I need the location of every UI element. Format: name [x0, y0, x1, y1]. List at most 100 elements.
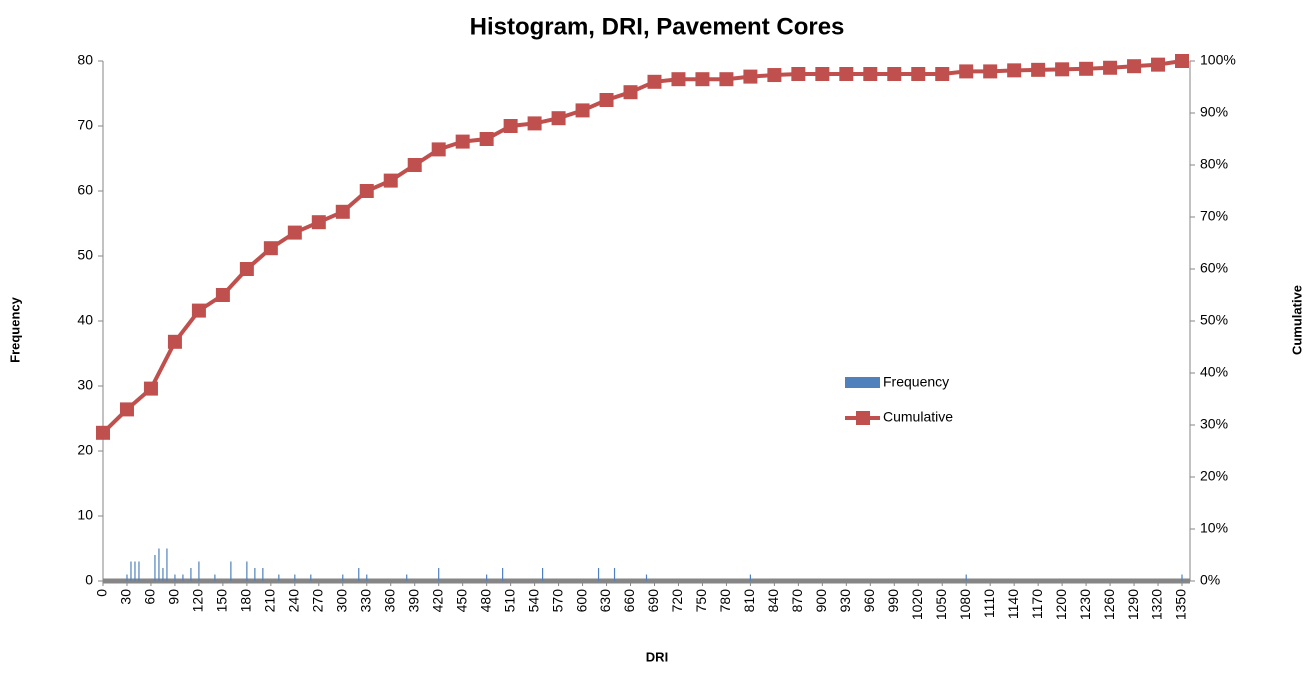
x-tick-label: 240 [286, 589, 302, 613]
x-tick-label: 570 [549, 589, 565, 613]
marker [983, 64, 998, 79]
x-tick-label: 1050 [933, 589, 949, 620]
bar [438, 568, 440, 581]
marker [407, 158, 422, 172]
y2-tick-label: 70% [1200, 208, 1228, 224]
bar [613, 568, 616, 581]
marker [287, 225, 302, 240]
marker [815, 67, 830, 81]
marker [96, 425, 110, 440]
x-tick-label: 420 [429, 589, 445, 613]
marker [1175, 54, 1190, 68]
bar [1181, 574, 1183, 581]
marker [119, 402, 134, 417]
x-tick-label: 840 [765, 589, 781, 613]
marker [359, 184, 374, 198]
x-tick-label: 150 [214, 589, 230, 613]
x-tick-label: 960 [861, 589, 877, 613]
marker [311, 215, 326, 230]
bar [749, 574, 752, 581]
marker [791, 67, 806, 81]
y2-tick-label: 10% [1200, 520, 1228, 536]
legend-label[interactable]: Cumulative [883, 409, 953, 425]
x-tick-label: 660 [621, 589, 637, 613]
x-tick-label: 510 [501, 589, 517, 613]
marker [503, 119, 518, 133]
bar [134, 561, 136, 581]
marker [959, 64, 974, 79]
marker [695, 72, 710, 87]
x-tick-label: 120 [190, 589, 206, 613]
marker [863, 67, 878, 81]
legend-swatch-marker[interactable] [856, 411, 870, 425]
x-tick-label: 1350 [1173, 589, 1189, 620]
x-tick-label: 450 [453, 589, 469, 613]
x-tick-label: 1290 [1125, 589, 1141, 620]
bar [246, 561, 248, 581]
bar [262, 568, 264, 581]
bar [541, 568, 544, 581]
marker [647, 74, 662, 89]
bar [166, 548, 168, 581]
bar [278, 574, 280, 581]
y-tick-label: 60 [77, 182, 93, 198]
marker [167, 334, 182, 349]
x-tick-label: 690 [645, 589, 661, 613]
bar [182, 574, 184, 581]
x-tick-label: 810 [741, 589, 757, 613]
y-tick-label: 30 [77, 377, 93, 393]
marker [527, 116, 542, 131]
bar [342, 574, 344, 581]
y-tick-label: 0 [85, 572, 93, 588]
y2-tick-label: 30% [1200, 416, 1228, 432]
bar [965, 574, 967, 581]
y-tick-label: 50 [77, 247, 93, 263]
y-tick-label: 80 [77, 52, 93, 68]
bar [358, 568, 360, 581]
x-tick-label: 330 [357, 589, 373, 613]
marker [1055, 62, 1070, 77]
bar [154, 555, 156, 581]
x-tick-label: 390 [405, 589, 421, 613]
y-tick-label: 10 [77, 507, 93, 523]
x-tick-label: 990 [885, 589, 901, 613]
bar [174, 574, 176, 581]
marker [383, 173, 398, 188]
bar [645, 574, 648, 581]
marker [215, 288, 230, 302]
legend-label[interactable]: Frequency [883, 374, 949, 390]
bar [310, 574, 312, 581]
bar [502, 568, 504, 581]
x-tick-label: 1200 [1053, 589, 1069, 620]
bar [126, 574, 128, 581]
bar [486, 574, 488, 581]
x-tick-label: 900 [813, 589, 829, 613]
y2-tick-label: 40% [1200, 364, 1228, 380]
bar [190, 568, 192, 581]
bar [254, 568, 256, 581]
x-tick-label: 1170 [1029, 589, 1045, 619]
marker [1079, 61, 1094, 76]
x-tick-label: 60 [142, 589, 158, 605]
x-tick-label: 1230 [1077, 589, 1093, 620]
x-tick-label: 1020 [909, 589, 925, 620]
marker [191, 303, 206, 318]
marker [455, 134, 470, 149]
marker [239, 262, 254, 276]
bar [198, 561, 200, 581]
marker [887, 67, 902, 81]
bar [162, 568, 164, 581]
y2-tick-label: 100% [1200, 52, 1236, 68]
marker [1103, 60, 1118, 75]
x-tick-label: 720 [669, 589, 685, 613]
x-tick-label: 1080 [957, 589, 973, 620]
x-tick-label: 540 [525, 589, 541, 613]
legend-swatch[interactable] [845, 377, 880, 388]
chart-title: Histogram, DRI, Pavement Cores [470, 13, 845, 40]
bar [138, 561, 140, 581]
marker [1031, 62, 1046, 77]
y2-tick-label: 90% [1200, 104, 1228, 120]
x-tick-label: 1320 [1149, 589, 1165, 620]
bar [294, 574, 296, 581]
